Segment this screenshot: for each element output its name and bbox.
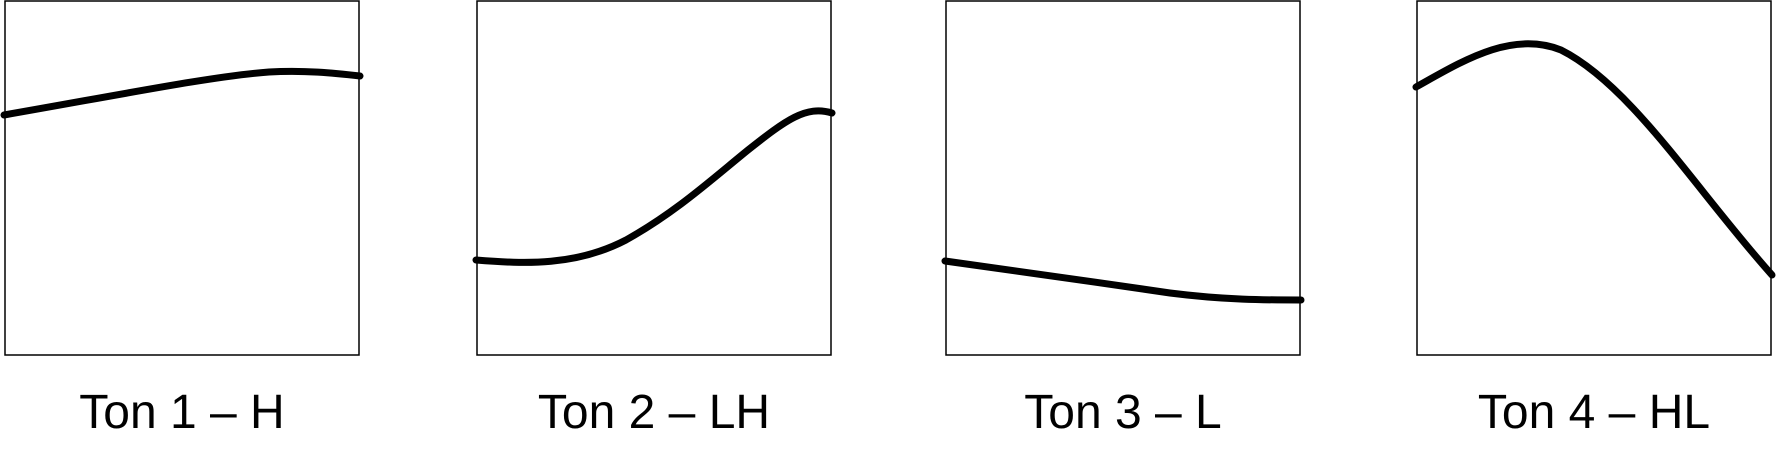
tone-panel-3: Ton 3 – L xyxy=(941,0,1305,451)
tone-2-frame xyxy=(476,0,832,356)
tone-1-pitch-contour xyxy=(0,67,364,119)
tone-2-label: Ton 2 – LH xyxy=(537,386,771,439)
tone-panel-1: Ton 1 – H xyxy=(0,0,364,451)
tone-2-pitch-contour xyxy=(472,107,836,266)
tone-1-frame xyxy=(4,0,360,356)
tone-3-contour-plot xyxy=(941,0,1305,356)
tone-panel-4: Ton 4 – HL xyxy=(1412,0,1776,451)
tone-1-label: Ton 1 – H xyxy=(79,386,285,439)
tone-1-contour-plot xyxy=(0,0,364,356)
tone-2-contour-plot xyxy=(472,0,836,356)
tone-panel-2: Ton 2 – LH xyxy=(472,0,836,451)
tone-4-label: Ton 4 – HL xyxy=(1477,386,1711,439)
tone-4-frame xyxy=(1416,0,1772,356)
tone-3-pitch-contour xyxy=(941,257,1305,304)
tone-4-pitch-contour xyxy=(1412,40,1776,279)
tone-3-label: Ton 3 – L xyxy=(1024,386,1222,439)
tone-4-contour-plot xyxy=(1412,0,1776,356)
tone-3-frame xyxy=(945,0,1301,356)
